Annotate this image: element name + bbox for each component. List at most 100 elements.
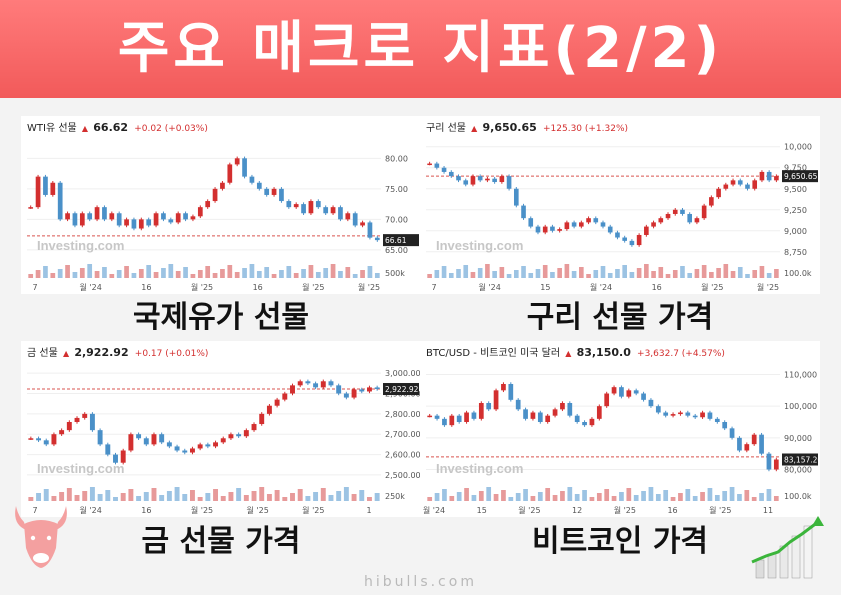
volume-bar	[51, 496, 57, 501]
candle	[124, 219, 129, 226]
volume-bar	[709, 272, 714, 278]
volume-bar	[323, 268, 329, 278]
volume-bar	[308, 265, 314, 278]
y-tick-label: 9,000	[784, 227, 807, 236]
volume-bar	[197, 497, 203, 501]
volume-bar	[264, 267, 270, 278]
candle	[434, 163, 440, 168]
candle	[557, 229, 562, 231]
candle	[680, 209, 685, 214]
candle	[205, 444, 211, 447]
candle	[633, 390, 639, 394]
volume-bar	[564, 264, 570, 278]
volume-bar	[774, 269, 779, 278]
volume-bar	[427, 497, 433, 501]
candle	[336, 385, 342, 394]
candle	[161, 213, 166, 220]
candle	[28, 438, 34, 440]
candle	[175, 213, 181, 223]
volume-bar	[242, 268, 247, 278]
x-tick-label: 16	[652, 283, 662, 292]
volume-bar	[220, 269, 225, 278]
candle	[320, 381, 326, 388]
chart-caption-copper: 구리 선물 가격	[526, 300, 714, 335]
candle	[189, 448, 195, 453]
volume-bar	[290, 493, 295, 501]
volume-bar	[434, 493, 440, 501]
volume-bar	[730, 271, 736, 278]
volume-bar	[343, 487, 349, 501]
candle	[523, 409, 528, 419]
chart-panel-btc: BTC/USD - 비트코인 미국 달러 ▲ 83,150.0 +3,632.7…	[420, 341, 820, 517]
candle	[256, 182, 262, 189]
instrument-price: 66.62	[93, 121, 129, 134]
volume-bar	[328, 495, 334, 501]
candle	[190, 216, 196, 220]
volume-bar	[470, 272, 476, 278]
candle	[57, 182, 63, 220]
candle	[441, 167, 447, 172]
x-tick-label: 16	[141, 506, 151, 515]
candle	[515, 399, 521, 410]
instrument-change: +125.30 (+1.32%)	[542, 124, 629, 134]
volume-bar	[87, 264, 93, 278]
candle	[687, 213, 693, 223]
candle	[249, 176, 255, 183]
volume-bar	[297, 489, 303, 501]
candle	[464, 412, 469, 422]
volume-bar	[600, 266, 606, 278]
volume-bar	[537, 492, 543, 501]
chart-plot-copper: Investing.com 10,000 9,750 9,500 9,250 9,000 8…	[426, 143, 818, 292]
candle	[665, 213, 671, 219]
y-tick-label: 9,500	[784, 185, 807, 194]
candle	[220, 182, 225, 189]
chart-panel-wti: WTI유 선물 ▲ 66.62 +0.02 (+0.03%) Investing…	[21, 116, 421, 294]
candle	[600, 222, 606, 227]
candle	[427, 415, 433, 418]
volume-bar	[243, 495, 249, 501]
candle	[586, 218, 591, 223]
volume-bar	[557, 268, 562, 278]
volume-bar	[611, 496, 617, 501]
volume-bar	[286, 266, 292, 278]
candle	[552, 409, 558, 416]
candle	[701, 205, 707, 219]
y-tick-label: 10,000	[784, 143, 812, 152]
candle	[264, 188, 270, 195]
volume-bar	[589, 497, 595, 501]
volume-bar	[366, 497, 372, 501]
volume-bar	[301, 269, 306, 278]
x-tick-label: 월 '25	[614, 505, 636, 515]
candle	[227, 164, 233, 183]
x-tick-label: 월 '24	[80, 282, 102, 292]
volume-bar	[205, 493, 211, 501]
candle	[153, 213, 159, 226]
volume-bar	[197, 270, 203, 278]
volume-bar	[82, 491, 88, 501]
chart-panel-gold: 금 선물 ▲ 2,922.92 +0.17 (+0.01%) Investing…	[21, 341, 421, 517]
volume-bar	[189, 490, 195, 501]
volume-bar	[72, 272, 78, 278]
volume-bar	[607, 273, 613, 278]
candle	[545, 415, 551, 422]
volume-bar	[274, 490, 280, 501]
volume-bar	[136, 496, 142, 501]
candle	[74, 417, 80, 422]
volume-bar	[190, 274, 196, 278]
volume-bar	[338, 271, 343, 278]
candle	[59, 430, 65, 435]
volume-bar	[701, 265, 707, 278]
volume-bar	[113, 497, 118, 501]
candle	[109, 213, 115, 220]
volume-bar	[456, 269, 461, 278]
candle	[641, 393, 646, 400]
volume-bar	[360, 270, 365, 278]
volume-bar	[651, 271, 656, 278]
volume-bar	[535, 269, 541, 278]
candle	[28, 207, 34, 209]
volume-bar	[448, 273, 454, 278]
volume-bar	[464, 488, 469, 501]
last-price-box	[782, 170, 818, 183]
volume-bar	[485, 264, 490, 278]
candle	[448, 171, 454, 177]
